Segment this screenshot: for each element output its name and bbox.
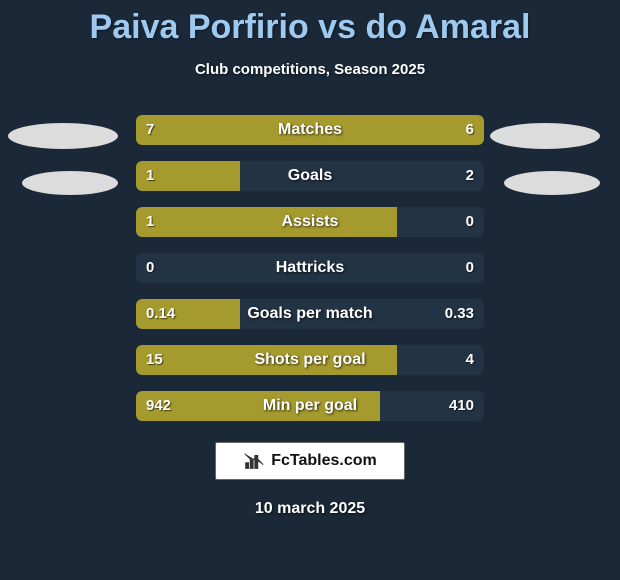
player-logo-placeholder [490, 123, 600, 149]
stat-value-left: 15 [136, 345, 173, 375]
date-label: 10 march 2025 [0, 500, 620, 518]
stat-value-left: 942 [136, 391, 181, 421]
source-badge[interactable]: FcTables.com [215, 442, 405, 480]
stat-value-right: 2 [456, 161, 484, 191]
stat-value-left: 7 [136, 115, 164, 145]
stat-row: 154Shots per goal [136, 345, 484, 375]
stat-label: Hattricks [136, 253, 484, 283]
stat-value-right: 0 [456, 253, 484, 283]
stat-row: 0 0Hattricks [136, 253, 484, 283]
stat-bar-left [136, 207, 397, 237]
stat-row: 10Assists [136, 207, 484, 237]
stat-value-right: 0.33 [435, 299, 484, 329]
player-logo-placeholder [8, 123, 118, 149]
subtitle: Club competitions, Season 2025 [0, 61, 620, 78]
source-label: FcTables.com [271, 452, 377, 470]
page-title: Paiva Porfirio vs do Amaral [0, 0, 620, 47]
stat-row: 76Matches [136, 115, 484, 145]
stat-row: 0.140.33Goals per match [136, 299, 484, 329]
player-logo-placeholder [22, 171, 118, 195]
stat-rows: 76Matches12Goals10Assists00Hattricks0.14… [136, 115, 484, 437]
stat-value-right: 410 [439, 391, 484, 421]
stat-row: 942410Min per goal [136, 391, 484, 421]
stat-value-right: 0 [456, 207, 484, 237]
stat-value-left: 1 [136, 161, 164, 191]
stat-row: 12Goals [136, 161, 484, 191]
chart-icon [243, 450, 265, 472]
stat-value-left: 0.14 [136, 299, 185, 329]
player-logo-placeholder [504, 171, 600, 195]
stat-value-left: 1 [136, 207, 164, 237]
stat-value-right: 6 [456, 115, 484, 145]
stat-bar-left [136, 345, 397, 375]
stat-value-right: 4 [456, 345, 484, 375]
stat-value-left: 0 [136, 253, 164, 283]
